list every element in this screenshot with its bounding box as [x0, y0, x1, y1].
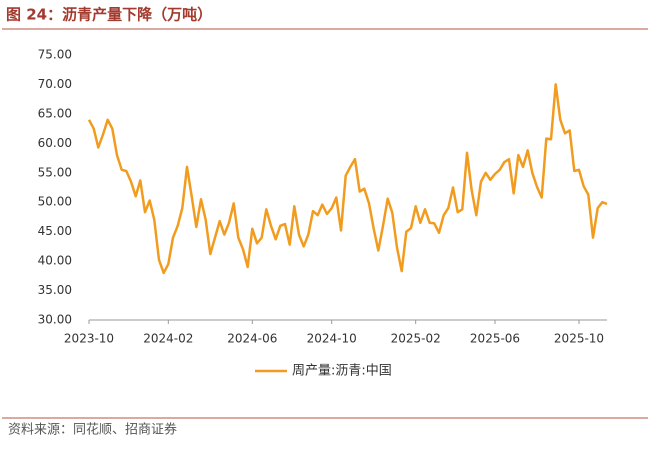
- y-tick-label: 70.00: [38, 77, 72, 91]
- source: 资料来源：同花顺、招商证券: [8, 422, 177, 438]
- y-tick-label: 75.00: [38, 48, 72, 62]
- y-tick-label: 55.00: [38, 165, 72, 179]
- legend-label: 周产量:沥青:中国: [292, 364, 392, 379]
- x-tick-label: 2025-02: [391, 332, 441, 346]
- y-tick-label: 30.00: [38, 313, 72, 327]
- x-tick-label: 2024-10: [307, 332, 357, 346]
- y-tick-label: 65.00: [38, 106, 72, 120]
- x-tick-label: 2025-06: [470, 332, 520, 346]
- y-tick-label: 50.00: [38, 195, 72, 209]
- x-tick-label: 2024-06: [227, 332, 277, 346]
- y-tick-label: 35.00: [38, 283, 72, 297]
- x-tick-label: 2023-10: [64, 332, 114, 346]
- x-tick-label: 2024-02: [143, 332, 193, 346]
- x-tick-label: 2025-10: [554, 332, 604, 346]
- y-tick-label: 60.00: [38, 136, 72, 150]
- y-tick-label: 40.00: [38, 254, 72, 268]
- y-tick-label: 45.00: [38, 224, 72, 238]
- chart-title: 图 24：沥青产量下降（万吨）: [6, 6, 212, 24]
- line-series: [87, 83, 608, 275]
